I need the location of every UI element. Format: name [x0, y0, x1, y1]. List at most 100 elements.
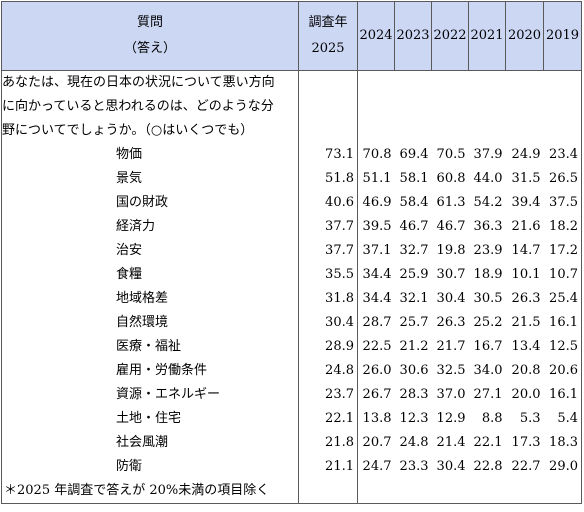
value-cell: 25.4	[543, 287, 582, 311]
table-row: 防衛 21.1 24.7 23.3 30.4 22.8 22.7 29.0	[1, 455, 582, 479]
question-text: あなたは、現在の日本の状況について悪い方向 に向かっていると思われるのは、どのよ…	[1, 70, 299, 143]
value-cell: 26.3	[511, 291, 541, 306]
value-cell: 39.4	[511, 195, 541, 210]
value-cell: 37.0	[436, 387, 466, 402]
value-cell: 20.8	[511, 363, 541, 378]
item-label: 資源・エネルギー	[1, 383, 299, 407]
value-cell-2025: 40.6	[298, 191, 358, 215]
question-line: 野についてでしょうか。（○はいくつでも）	[2, 123, 254, 138]
value-cell: 19.8	[436, 243, 466, 258]
value-cell: 30.6	[399, 363, 429, 378]
table-row: 自然環境 30.4 28.7 25.7 26.3 25.2 21.5 16.1	[1, 311, 582, 335]
value-cell: 25.7	[399, 315, 429, 330]
table-row: 資源・エネルギー 23.7 26.7 28.3 37.0 27.1 20.0 16.1	[1, 383, 582, 407]
value-cell-2025: 24.8	[298, 359, 358, 383]
value-cell: 5.4	[543, 407, 582, 431]
value-cell: 34.4	[362, 267, 392, 282]
year-header: 2019	[543, 1, 582, 71]
item-label: 社会風潮	[1, 431, 299, 455]
question-row: あなたは、現在の日本の状況について悪い方向 に向かっていると思われるのは、どのよ…	[1, 70, 582, 144]
value-cell: 21.7	[436, 339, 466, 354]
value-cell: 28.7	[362, 315, 392, 330]
question-header-line2: （答え）	[123, 41, 176, 56]
empty-cell	[432, 71, 469, 144]
value-cell: 22.7	[511, 459, 541, 474]
value-cell-2025: 30.4	[298, 311, 358, 335]
value-cell-2025: 35.5	[298, 263, 358, 287]
value-cell: 70.5	[436, 147, 466, 162]
value-cell: 30.4	[436, 459, 466, 474]
table-row: 社会風潮 21.8 20.7 24.8 21.4 22.1 17.3 18.3	[1, 431, 582, 455]
item-label: 景気	[1, 167, 299, 191]
year-header: 2024	[357, 1, 395, 71]
footnote: ＊2025 年調査で答えが 20%未満の項目除く	[1, 479, 299, 504]
item-label: 治安	[1, 239, 299, 263]
empty-cell	[298, 70, 358, 143]
value-cell: 18.9	[473, 267, 503, 282]
survey-year-header: 調査年 2025	[298, 1, 358, 71]
value-cell: 24.7	[362, 459, 392, 474]
value-cell: 21.2	[399, 339, 429, 354]
value-cell: 37.9	[473, 147, 503, 162]
empty-cell	[431, 479, 469, 504]
year-header: 2022	[431, 1, 469, 71]
data-rows: 物価 73.1 70.8 69.4 70.5 37.9 24.9 23.4 景気 51.8 51.1…	[1, 143, 582, 479]
empty-cell	[543, 479, 582, 504]
value-cell: 24.9	[511, 147, 541, 162]
table-row: 医療・福祉 28.9 22.5 21.2 21.7 16.7 13.4 12.5	[1, 335, 582, 359]
value-cell: 12.5	[543, 335, 582, 359]
item-label: 土地・住宅	[1, 407, 299, 431]
value-cell: 16.1	[543, 383, 582, 407]
table-row: 治安 37.7 37.1 32.7 19.8 23.9 14.7 17.2	[1, 239, 582, 263]
value-cell-2025: 23.7	[298, 383, 358, 407]
table-row: 経済力 37.7 39.5 46.7 46.7 36.3 21.6 18.2	[1, 215, 582, 239]
footnote-section: ＊2025 年調査で答えが 20%未満の項目除く	[1, 479, 582, 504]
value-cell: 37.5	[543, 191, 582, 215]
value-cell: 13.4	[511, 339, 541, 354]
table-header: 質問 （答え） 調査年 2025 2024 2023 2022 2021 202…	[1, 1, 582, 71]
value-cell-2025: 21.1	[298, 455, 358, 479]
value-cell: 26.0	[362, 363, 392, 378]
value-cell: 24.8	[399, 435, 429, 450]
empty-cell	[357, 479, 395, 504]
item-label: 医療・福祉	[1, 335, 299, 359]
value-cell: 34.0	[473, 363, 503, 378]
value-cell: 34.4	[362, 291, 392, 306]
value-cell-2025: 37.7	[298, 239, 358, 263]
value-cell-2025: 22.1	[298, 407, 358, 431]
question-header-line1: 質問	[136, 15, 163, 30]
value-cell-2025: 31.8	[298, 287, 358, 311]
year-header: 2023	[394, 1, 432, 71]
item-label: 自然環境	[1, 311, 299, 335]
value-cell: 32.5	[436, 363, 466, 378]
value-cell: 58.4	[399, 195, 429, 210]
value-cell: 25.2	[473, 315, 503, 330]
item-label: 雇用・労働条件	[1, 359, 299, 383]
value-cell: 26.3	[436, 315, 466, 330]
value-cell: 23.4	[543, 143, 582, 167]
item-label: 防衛	[1, 455, 299, 479]
table-row: 土地・住宅 22.1 13.8 12.3 12.9 8.8 5.3 5.4	[1, 407, 582, 431]
survey-year-label: 調査年	[308, 15, 348, 30]
value-cell: 16.7	[473, 339, 503, 354]
value-cell: 27.1	[473, 387, 503, 402]
value-cell-2025: 73.1	[298, 143, 358, 167]
question-line: に向かっていると思われるのは、どのような分	[2, 99, 274, 114]
value-cell: 22.1	[473, 435, 503, 450]
value-cell: 12.3	[399, 411, 429, 426]
empty-cell	[505, 479, 544, 504]
value-cell: 20.0	[511, 387, 541, 402]
value-cell: 61.3	[436, 195, 466, 210]
footnote-row: ＊2025 年調査で答えが 20%未満の項目除く	[1, 479, 582, 504]
value-cell: 31.5	[511, 171, 541, 186]
empty-cell	[468, 479, 506, 504]
empty-cell	[543, 70, 582, 143]
value-cell: 22.8	[473, 459, 503, 474]
value-cell: 22.5	[362, 339, 392, 354]
value-cell: 18.3	[543, 431, 582, 455]
value-cell: 23.3	[399, 459, 429, 474]
value-cell: 17.2	[543, 239, 582, 263]
value-cell: 46.7	[436, 219, 466, 234]
item-label: 食糧	[1, 263, 299, 287]
value-cell: 5.3	[519, 411, 541, 426]
